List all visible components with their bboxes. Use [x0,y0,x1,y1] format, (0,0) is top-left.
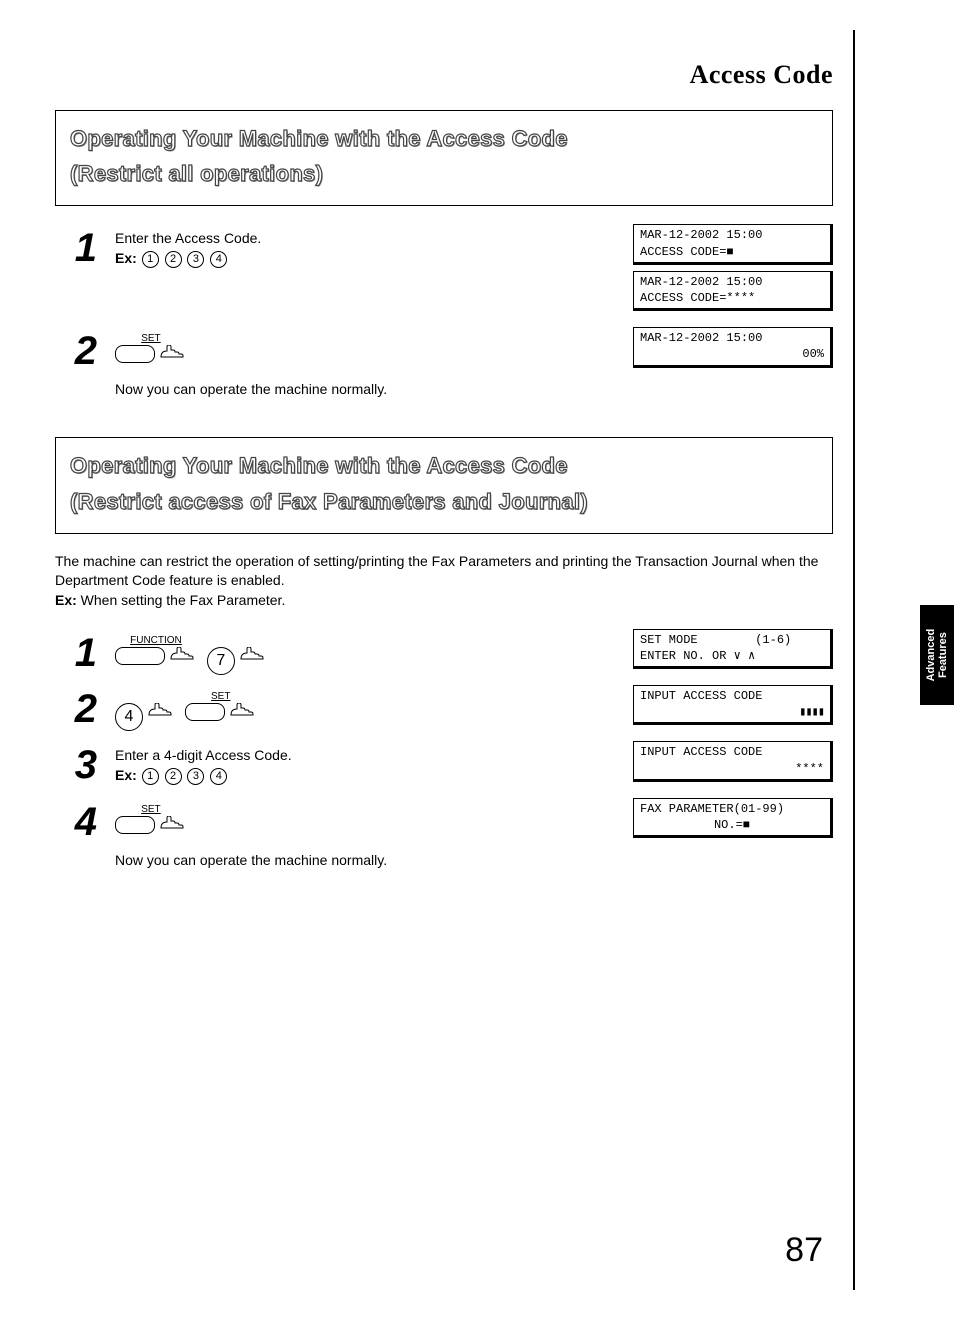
section-1-header: Operating Your Machine with the Access C… [55,110,833,206]
step-number: 2 [55,327,115,371]
key-7: 7 [207,647,235,675]
set-key: SET [185,691,257,721]
section-2-intro: The machine can restrict the operation o… [55,552,833,611]
press-icon [239,647,267,661]
set-label: SET [185,691,257,702]
step-number: 1 [55,224,115,268]
ex-label: Ex: [115,767,137,783]
lcd-line-2: **** [640,761,824,777]
lcd-line-1: MAR-12-2002 15:00 [640,330,824,346]
section-2-title-line-1: Operating Your Machine with the Access C… [70,448,818,483]
step-number: 2 [55,685,115,729]
key-1: 1 [142,251,159,268]
function-label: FUNCTION [115,635,197,646]
step-number: 3 [55,741,115,785]
set-label: SET [115,804,187,815]
lcd-line-1: MAR-12-2002 15:00 [640,274,824,290]
section-1-title-line-2: (Restrict all operations) [70,156,818,191]
key-4: 4 [210,768,227,785]
section-1-title-line-1: Operating Your Machine with the Access C… [70,121,818,156]
lcd-line-1: INPUT ACCESS CODE [640,744,824,760]
set-button-icon [115,816,155,834]
step-lcd-group: INPUT ACCESS CODE **** [633,741,833,787]
digit-key: 4 [115,691,175,731]
lcd-line-2: ACCESS CODE=**** [640,290,824,306]
lcd-display: MAR-12-2002 15:00 ACCESS CODE=■ [633,224,833,264]
section-2-header: Operating Your Machine with the Access C… [55,437,833,533]
key-1: 1 [142,768,159,785]
key-2: 2 [165,768,182,785]
step-after-text: Now you can operate the machine normally… [115,381,485,397]
lcd-display: INPUT ACCESS CODE ▮▮▮▮ [633,685,833,725]
key-3: 3 [187,251,204,268]
set-button-icon [185,703,225,721]
set-key: SET [115,804,187,834]
key-4: 4 [115,703,143,731]
set-button-icon [115,345,155,363]
set-key: SET [115,333,187,363]
step-text: Enter a 4-digit Access Code. [115,747,485,763]
lcd-line-1: FAX PARAMETER(01-99) [640,801,824,817]
intro-ex-text: When setting the Fax Parameter. [77,592,286,608]
set-label: SET [115,333,187,344]
lcd-display: INPUT ACCESS CODE **** [633,741,833,781]
step-lcd-group: INPUT ACCESS CODE ▮▮▮▮ [633,685,833,731]
s2-step-2: 2 4 SET INPUT ACCESS CODE ▮▮▮▮ [55,685,833,731]
side-tab-line-1: Advanced [925,629,937,682]
s2-step-4: 4 SET Now you can operate the machine no… [55,798,833,868]
key-3: 3 [187,768,204,785]
intro-text: The machine can restrict the operation o… [55,553,818,589]
lcd-line-1: MAR-12-2002 15:00 [640,227,824,243]
step-body: FUNCTION 7 [115,629,485,675]
digit-key: 7 [207,635,267,675]
s1-step-1: 1 Enter the Access Code. Ex: 1 2 3 4 MAR… [55,224,833,317]
page-number: 87 [785,1231,823,1270]
side-tab: Advanced Features [920,605,954,705]
lcd-line-2: ACCESS CODE=■ [640,244,824,260]
press-icon [169,647,197,661]
press-icon [159,816,187,830]
lcd-line-2: ▮▮▮▮ [640,704,824,720]
ex-label: Ex: [115,250,137,266]
s1-step-2: 2 SET Now you can operate the machine no… [55,327,833,397]
s2-step-3: 3 Enter a 4-digit Access Code. Ex: 1 2 3… [55,741,833,787]
step-number: 4 [55,798,115,842]
lcd-line-1: INPUT ACCESS CODE [640,688,824,704]
lcd-line-2: 00% [640,346,824,362]
lcd-line-2: NO.=■ [640,817,824,833]
function-key: FUNCTION [115,635,197,665]
side-tab-line-2: Features [937,632,949,678]
step-after-text: Now you can operate the machine normally… [115,852,485,868]
step-body: Enter the Access Code. Ex: 1 2 3 4 [115,224,485,268]
step-number: 1 [55,629,115,673]
key-2: 2 [165,251,182,268]
lcd-line-1: SET MODE (1-6) [640,632,824,648]
press-icon [229,703,257,717]
step-body: Enter a 4-digit Access Code. Ex: 1 2 3 4 [115,741,485,785]
section-2-title-line-2: (Restrict access of Fax Parameters and J… [70,484,818,519]
manual-page: Access Code Operating Your Machine with … [55,30,855,1290]
lcd-display: MAR-12-2002 15:00 00% [633,327,833,367]
lcd-display: SET MODE (1-6) ENTER NO. OR ∨ ∧ [633,629,833,669]
step-body: SET Now you can operate the machine norm… [115,327,485,397]
step-lcd-group: MAR-12-2002 15:00 ACCESS CODE=■ MAR-12-2… [633,224,833,317]
lcd-line-2: ENTER NO. OR ∨ ∧ [640,648,824,664]
lcd-display: FAX PARAMETER(01-99) NO.=■ [633,798,833,838]
press-icon [159,345,187,359]
function-button-icon [115,647,165,665]
step-lcd-group: MAR-12-2002 15:00 00% [633,327,833,373]
page-title: Access Code [55,60,833,90]
press-icon [147,703,175,717]
step-body: 4 SET [115,685,485,731]
s2-step-1: 1 FUNCTION 7 SET MODE (1-6) ENTER NO. OR… [55,629,833,675]
step-text: Enter the Access Code. [115,230,485,246]
lcd-display: MAR-12-2002 15:00 ACCESS CODE=**** [633,271,833,311]
step-lcd-group: SET MODE (1-6) ENTER NO. OR ∨ ∧ [633,629,833,675]
key-4: 4 [210,251,227,268]
intro-ex-label: Ex: [55,592,77,608]
step-lcd-group: FAX PARAMETER(01-99) NO.=■ [633,798,833,844]
step-body: SET Now you can operate the machine norm… [115,798,485,868]
